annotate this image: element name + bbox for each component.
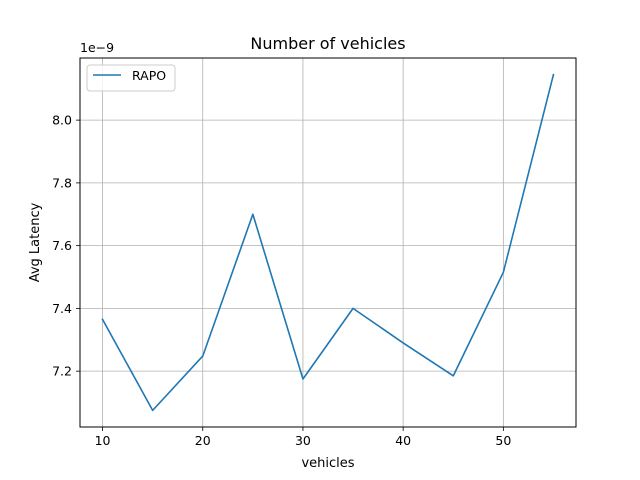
series-line bbox=[101, 73, 555, 412]
legend-box bbox=[86, 64, 176, 92]
y-tick-label: 7.8 bbox=[52, 175, 72, 190]
x-tick-label: 50 bbox=[495, 433, 511, 448]
y-offset-label: 1e−9 bbox=[80, 40, 114, 55]
y-axis-label: Avg Latency bbox=[28, 202, 43, 282]
x-tick-label: 30 bbox=[295, 433, 311, 448]
x-tick-label: 40 bbox=[395, 433, 411, 448]
x-tick-label: 10 bbox=[95, 433, 111, 448]
x-tick-label: 20 bbox=[195, 433, 211, 448]
y-tick-label: 8.0 bbox=[52, 113, 72, 128]
y-tick-label: 7.2 bbox=[52, 364, 72, 379]
legend-label: RAPO bbox=[132, 68, 166, 83]
y-tick-label: 7.6 bbox=[52, 238, 72, 253]
series-layer bbox=[101, 73, 555, 412]
plot-frame bbox=[79, 57, 577, 428]
y-tick-label: 7.4 bbox=[52, 301, 72, 316]
ticks: 10 20 30 40 50 7.2 7.4 7.6 7.8 8.0 bbox=[52, 113, 511, 448]
chart-title: Number of vehicles bbox=[250, 34, 405, 53]
legend: RAPO bbox=[86, 64, 176, 92]
grid bbox=[80, 58, 576, 427]
x-axis-label: vehicles bbox=[301, 456, 354, 471]
